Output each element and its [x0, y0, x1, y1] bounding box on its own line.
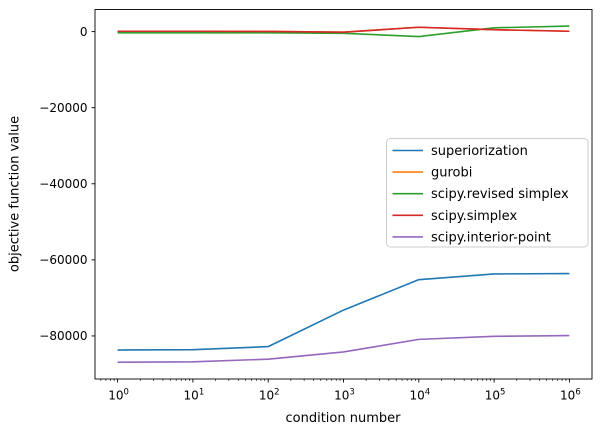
legend-entry-scipy-revised-simplex: scipy.revised simplex [392, 187, 569, 202]
x-tick-label: 103 [334, 388, 355, 403]
legend-entry-scipy-simplex: scipy.simplex [392, 209, 517, 224]
y-axis-label: objective function value [7, 115, 23, 273]
legend-label-gurobi: gurobi [431, 166, 472, 181]
y-tick-label: −20000 [39, 101, 87, 115]
legend: superiorization gurobi scipy.revised simpl… [386, 138, 589, 248]
x-tick-label: 105 [485, 388, 506, 403]
y-tick-label: −40000 [39, 177, 87, 191]
y-tick-label: −60000 [39, 253, 87, 267]
series-line-scipy-revised-simplex [117, 25, 570, 38]
legend-label-scipy-interior-point: scipy.interior-point [431, 230, 551, 245]
x-tick-label: 101 [184, 388, 205, 403]
legend-entry-gurobi: gurobi [392, 166, 472, 181]
series-line-superiorization [117, 272, 570, 351]
legend-label-scipy-simplex: scipy.simplex [431, 209, 517, 224]
legend-label-superiorization: superiorization [431, 144, 528, 159]
legend-label-scipy-revised-simplex: scipy.revised simplex [431, 187, 569, 202]
legend-box [386, 138, 589, 248]
x-axis-label: condition number [285, 411, 401, 426]
x-tick-label: 102 [259, 388, 280, 403]
y-tick-label: −80000 [39, 329, 87, 343]
plot-border [94, 9, 593, 380]
y-tick-label: 0 [80, 25, 88, 39]
legend-entry-scipy-interior-point: scipy.interior-point [392, 230, 551, 245]
x-tick-label: 104 [409, 388, 430, 403]
x-tick-label: 100 [108, 388, 129, 403]
x-tick-label: 106 [560, 388, 581, 403]
legend-entry-superiorization: superiorization [392, 144, 528, 159]
series-line-scipy-interior-point [117, 334, 570, 364]
series-line-scipy-simplex [117, 26, 570, 33]
